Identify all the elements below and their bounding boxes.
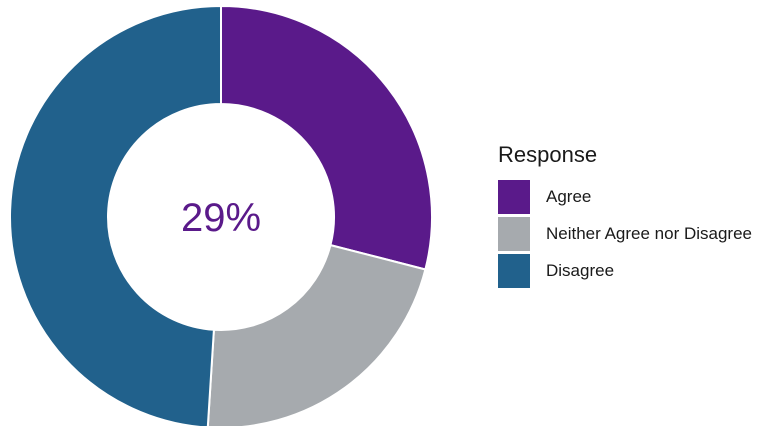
center-percentage-label: 29% <box>181 196 261 240</box>
legend-title: Response <box>498 142 598 167</box>
legend-label-agree: Agree <box>546 186 592 206</box>
slice-neither-agree-nor-disagree <box>206 243 427 426</box>
slice-agree <box>220 4 433 271</box>
legend-item-neither-agree-nor-disagree: Neither Agree nor Disagree <box>498 215 752 252</box>
legend-label-disagree: Disagree <box>546 260 615 280</box>
legend: Response Agree Neither Agree nor Disagree… <box>498 142 752 289</box>
legend-items: Agree Neither Agree nor Disagree Disagree <box>498 178 752 289</box>
legend-item-disagree: Disagree <box>498 252 752 289</box>
legend-swatch-agree <box>498 179 530 214</box>
legend-swatch-neither-agree-nor-disagree <box>498 216 530 251</box>
legend-item-agree: Agree <box>498 178 752 215</box>
slice-disagree <box>9 4 222 426</box>
legend-label-neither-agree-nor-disagree: Neither Agree nor Disagree <box>546 223 753 243</box>
legend-swatch-disagree <box>498 253 530 288</box>
donut-slices <box>9 4 433 426</box>
